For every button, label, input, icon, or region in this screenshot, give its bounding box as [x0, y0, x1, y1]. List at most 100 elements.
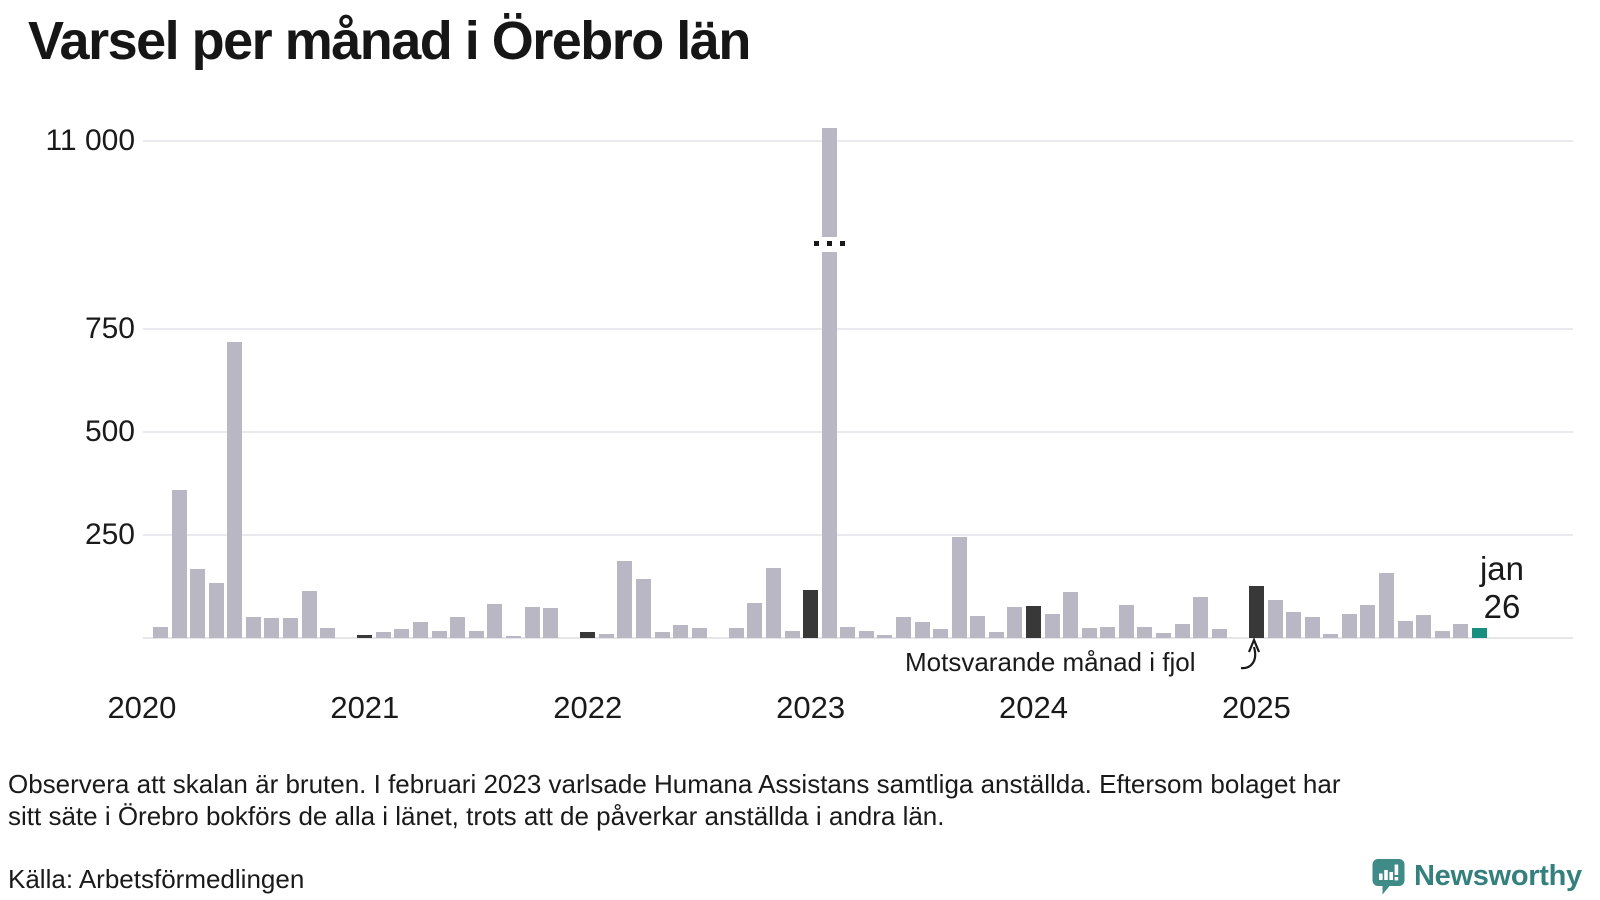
- bar: [283, 617, 299, 638]
- bar: [468, 630, 484, 638]
- y-axis-tick-label: 750: [84, 312, 135, 346]
- bar: [1193, 596, 1209, 638]
- bar: [784, 630, 800, 638]
- bar-broken-upper: [821, 128, 837, 237]
- bar: [1286, 611, 1302, 638]
- current-month-label: jan 26: [1470, 550, 1534, 626]
- x-axis-year-label: 2024: [999, 690, 1068, 725]
- bar: [487, 603, 503, 638]
- x-axis-year-label: 2021: [330, 690, 400, 725]
- bar: [896, 616, 911, 638]
- bar: [227, 341, 243, 638]
- current-month-label-line2: 26: [1483, 588, 1521, 625]
- bar: [877, 634, 893, 638]
- bar: [933, 628, 949, 638]
- x-axis-year-label: 2022: [553, 690, 623, 725]
- bar: [691, 627, 707, 638]
- bar: [264, 617, 280, 638]
- bar: [970, 615, 986, 638]
- bar: [301, 590, 317, 638]
- scale-break-dots: [839, 241, 845, 246]
- bar: [1118, 604, 1134, 638]
- bar: [1044, 613, 1060, 638]
- bar: [1081, 627, 1097, 638]
- x-axis-baseline: [143, 636, 1573, 639]
- bar: [1341, 613, 1357, 638]
- bar: [617, 560, 633, 638]
- bar: [1063, 591, 1079, 638]
- x-axis-year-label: 2025: [1221, 690, 1291, 725]
- bar: [1360, 604, 1376, 638]
- bar: [765, 567, 781, 638]
- bar: [1007, 606, 1023, 638]
- bar: [245, 616, 261, 638]
- scale-break-dots: [826, 241, 832, 246]
- bar-january: [803, 589, 819, 638]
- bar: [1267, 599, 1283, 638]
- bar: [858, 630, 874, 638]
- footnote: Observera att skalan är bruten. I februa…: [8, 768, 1340, 832]
- annotation-label: Motsvarande månad i fjol: [905, 647, 1196, 677]
- bar: [654, 631, 670, 638]
- footnote-line1: Observera att skalan är bruten. I februa…: [8, 769, 1341, 799]
- bar: [598, 633, 614, 638]
- bar: [840, 626, 856, 638]
- y-axis-tick-label: 500: [84, 414, 135, 448]
- bar: [190, 568, 206, 638]
- bar: [914, 621, 930, 638]
- y-axis-tick-label: 11 000: [45, 124, 135, 157]
- bar: [543, 607, 559, 638]
- bar: [747, 602, 763, 638]
- footnote-line2: sitt säte i Örebro bokförs de alla i län…: [8, 801, 945, 831]
- bar: [1378, 572, 1394, 638]
- bar: [673, 624, 689, 638]
- bar: [394, 628, 410, 638]
- bar: [431, 630, 447, 638]
- bar: [524, 606, 540, 638]
- bar: [1453, 623, 1469, 638]
- bar: [1397, 620, 1413, 638]
- bar: [1156, 632, 1172, 638]
- bar: [1174, 623, 1190, 638]
- x-axis-year-label: 2020: [107, 690, 177, 725]
- bar: [951, 536, 967, 638]
- y-axis-tick-label: 250: [84, 517, 135, 551]
- bar-january: [1248, 585, 1264, 638]
- bar-broken-lower: [821, 252, 837, 638]
- bar: [208, 582, 224, 638]
- bar: [320, 627, 336, 638]
- scale-break-dots: [813, 241, 819, 246]
- newsworthy-logo-text: Newsworthy: [1414, 860, 1582, 892]
- bar: [153, 626, 168, 638]
- bar: [1323, 633, 1339, 638]
- bar: [413, 621, 429, 638]
- bar: [1137, 626, 1153, 638]
- gridline: [143, 328, 1573, 331]
- bar: [450, 616, 466, 638]
- bar: [1100, 626, 1116, 638]
- bar-january: [1026, 605, 1042, 638]
- gridline: [143, 140, 1573, 142]
- bar-january: [357, 634, 373, 638]
- bar: [1304, 616, 1320, 638]
- bar: [635, 578, 651, 638]
- bar-current-month: [1471, 627, 1487, 638]
- bar: [1211, 628, 1227, 638]
- source-label: Källa: Arbetsförmedlingen: [8, 864, 305, 894]
- current-month-label-line1: jan: [1479, 550, 1525, 587]
- bar: [728, 627, 744, 638]
- chart-title: Varsel per månad i Örebro län: [28, 11, 751, 71]
- bar: [1416, 614, 1432, 638]
- newsworthy-bubble-icon: [1372, 859, 1405, 895]
- newsworthy-logo: Newsworthy: [1372, 858, 1582, 895]
- x-axis-year-label: 2023: [776, 690, 846, 725]
- gridline: [143, 533, 1573, 536]
- bar: [1434, 630, 1450, 638]
- bar: [988, 631, 1004, 638]
- bar: [375, 631, 391, 638]
- bar: [505, 635, 521, 638]
- gridline: [143, 430, 1573, 433]
- bar-january: [580, 631, 596, 638]
